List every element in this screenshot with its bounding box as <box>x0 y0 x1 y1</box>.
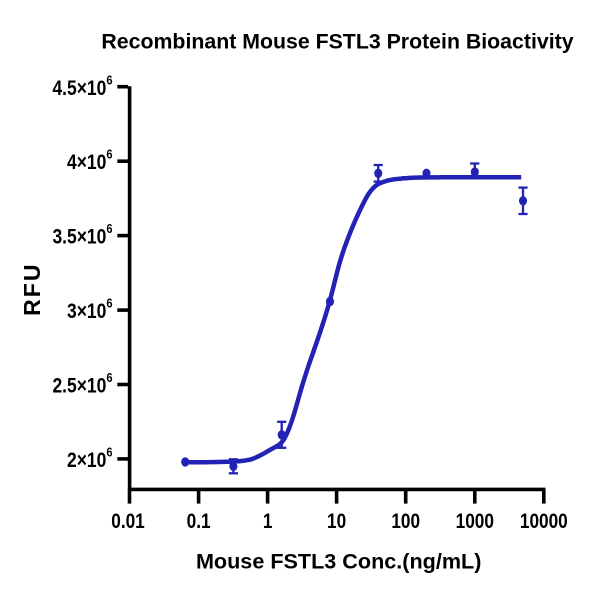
svg-text:2×106: 2×106 <box>67 445 113 473</box>
svg-text:1000: 1000 <box>456 511 494 534</box>
svg-text:4.5×106: 4.5×106 <box>52 72 112 100</box>
svg-text:0.1: 0.1 <box>187 511 211 534</box>
svg-text:Recombinant Mouse FSTL3 Protei: Recombinant Mouse FSTL3 Protein Bioactiv… <box>101 29 573 53</box>
svg-text:Mouse FSTL3 Conc.(ng/mL): Mouse FSTL3 Conc.(ng/mL) <box>196 548 482 573</box>
svg-text:3×106: 3×106 <box>67 296 113 324</box>
svg-text:10000: 10000 <box>520 511 568 534</box>
svg-text:0.01: 0.01 <box>111 511 145 534</box>
svg-text:3.5×106: 3.5×106 <box>52 221 112 249</box>
svg-text:4×106: 4×106 <box>67 147 113 175</box>
svg-text:10: 10 <box>327 511 346 534</box>
svg-text:100: 100 <box>391 511 420 534</box>
svg-text:RFU: RFU <box>19 263 45 316</box>
svg-text:1: 1 <box>263 511 273 534</box>
svg-text:2.5×106: 2.5×106 <box>52 370 112 398</box>
